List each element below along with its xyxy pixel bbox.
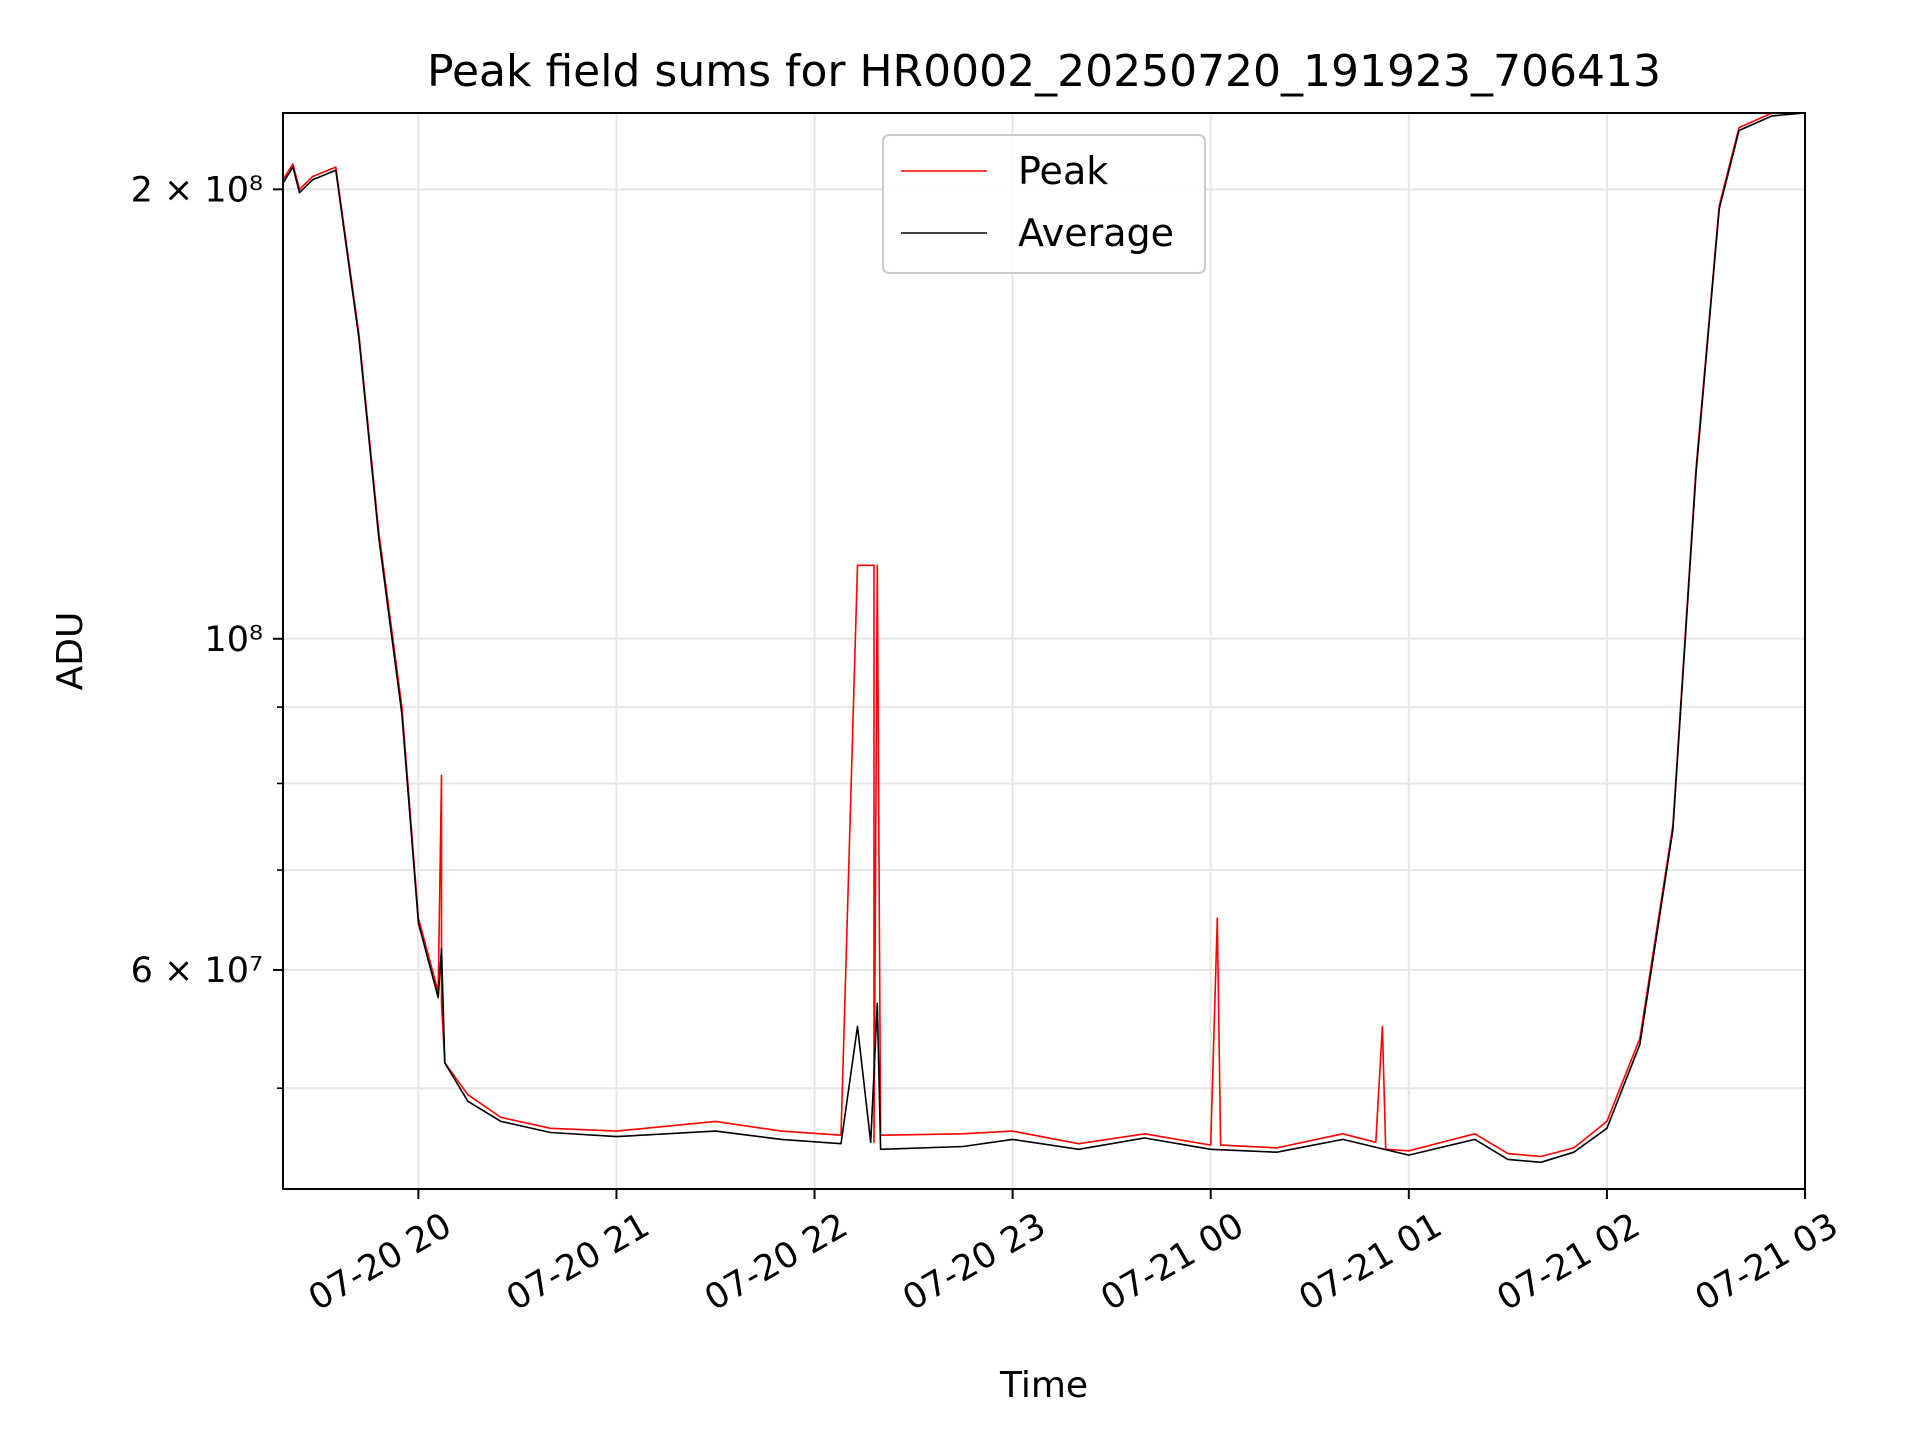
series-line-peak: [282, 112, 1805, 1158]
legend-box: [882, 134, 1206, 274]
y-tick-label: 10⁸: [204, 620, 263, 660]
legend-label-average: Average: [1018, 211, 1174, 255]
y-tick-label: 2 × 10⁸: [131, 170, 263, 210]
series-layer: [282, 112, 1806, 1164]
x-axis-label: Time: [999, 1365, 1088, 1406]
y-tick-label: 6 × 10⁷: [131, 951, 263, 991]
y-axis-label: ADU: [50, 612, 91, 691]
chart-title: Peak field sums for HR0002_20250720_1919…: [427, 46, 1661, 97]
plot-frame: [282, 112, 1806, 1190]
legend-label-peak: Peak: [1018, 149, 1108, 193]
legend: Peak Average: [882, 134, 1206, 274]
series-line-average: [282, 112, 1806, 1164]
